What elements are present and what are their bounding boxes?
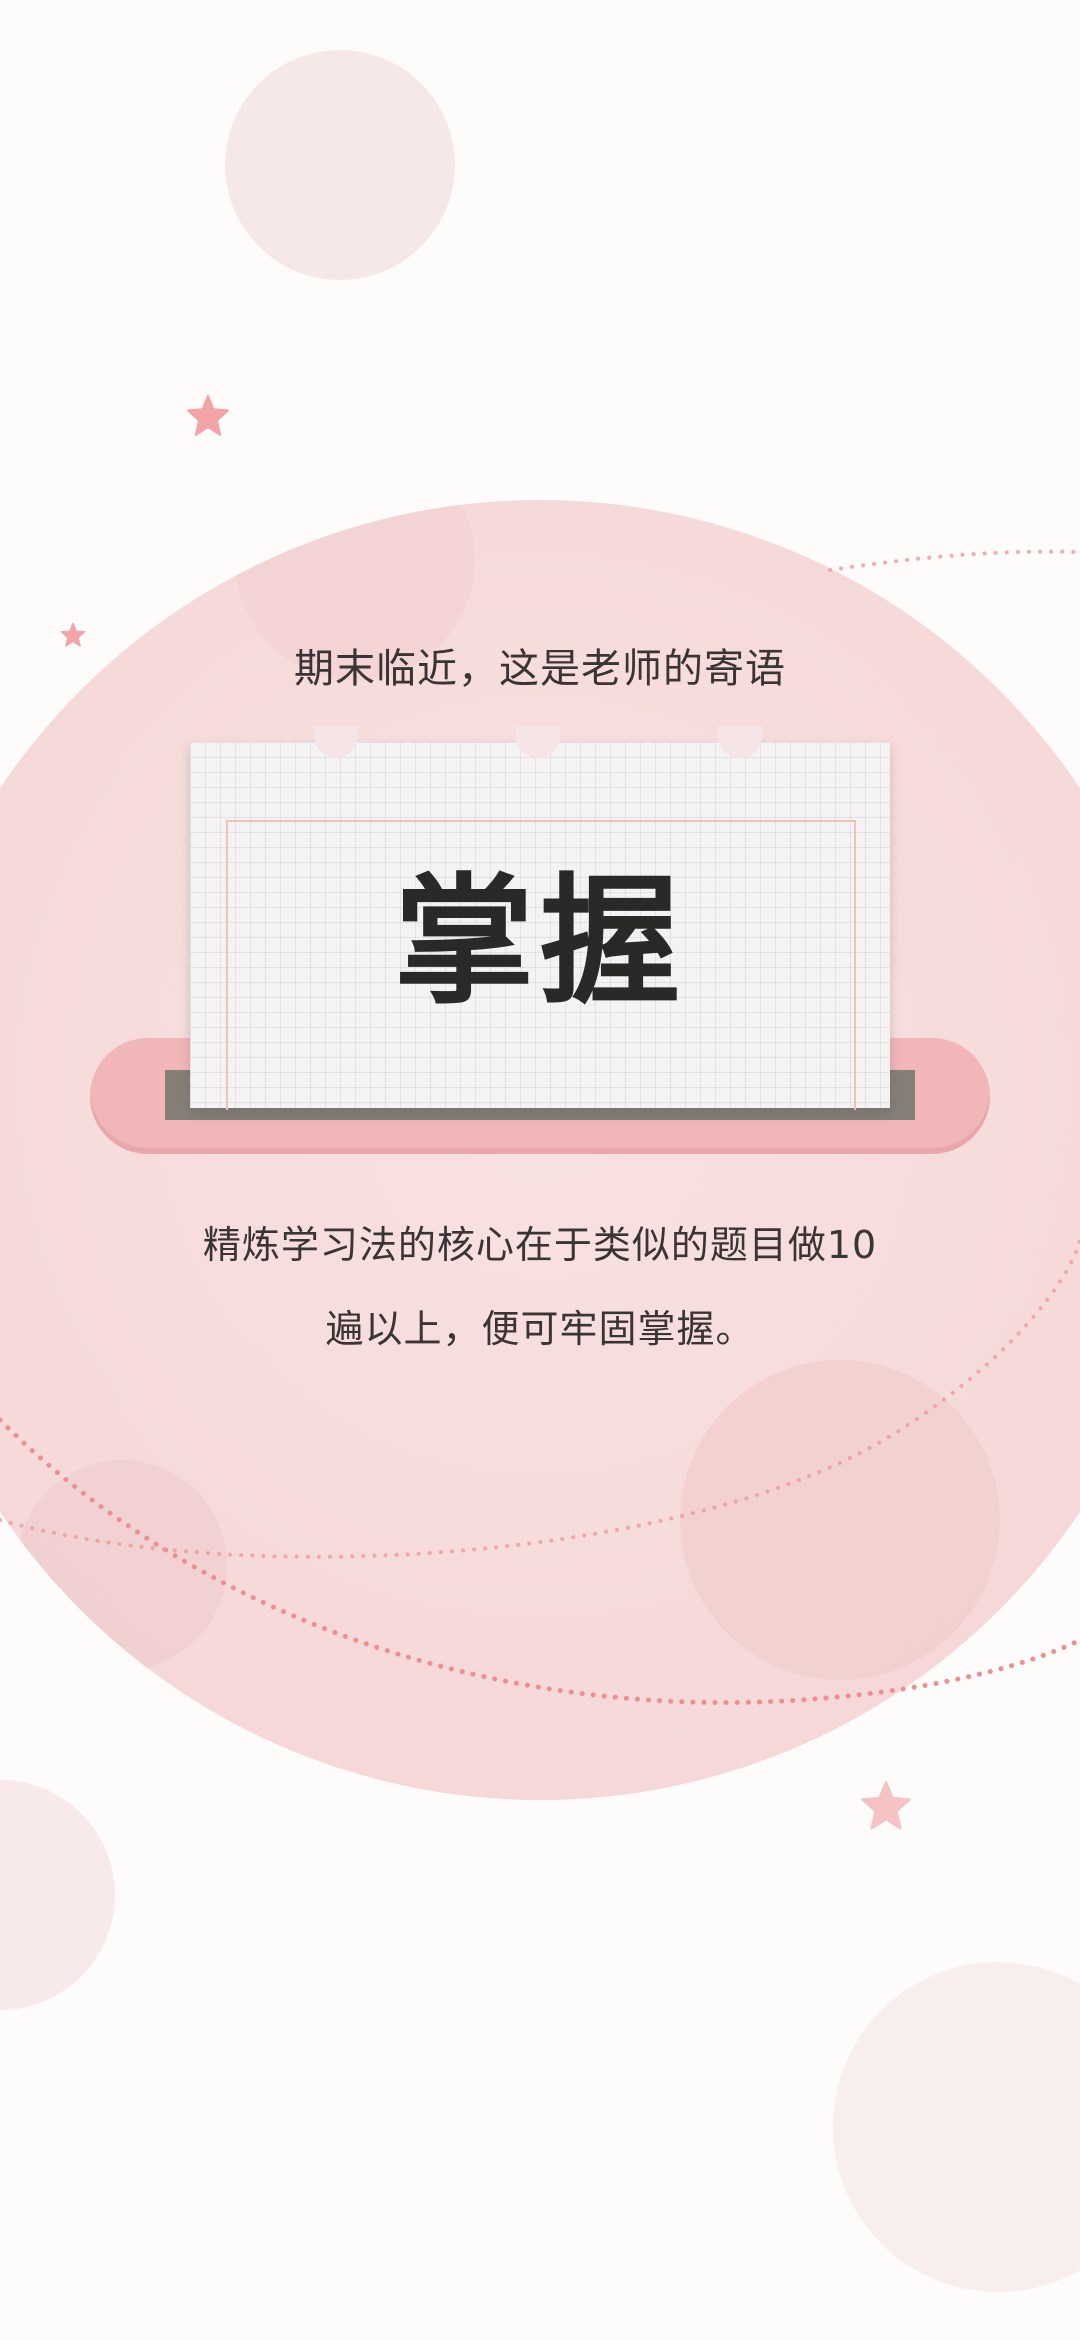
card-notch [718,726,762,758]
card-notch [516,726,560,758]
message-line-1: 精炼学习法的核心在于类似的题目做10 [202,1223,878,1267]
word-card: 掌握 [190,726,890,1110]
star-icon [60,622,86,647]
dotted-orbit-top [828,549,1080,572]
card-frame [226,820,856,1110]
message-line-2: 遍以上，便可牢固掌握。 [325,1307,755,1351]
deco-circle-left [0,1780,115,2010]
deco-circle-top [225,50,455,280]
card-notch [314,726,358,758]
dotted-orbit-lower [0,1417,1080,1705]
deco-circle-bottom-right [833,1962,1080,2292]
star-icon [861,1781,911,1830]
star-icon [187,395,229,436]
page-subtitle: 期末临近，这是老师的寄语 [294,646,786,692]
card-word: 掌握 [393,860,686,1024]
